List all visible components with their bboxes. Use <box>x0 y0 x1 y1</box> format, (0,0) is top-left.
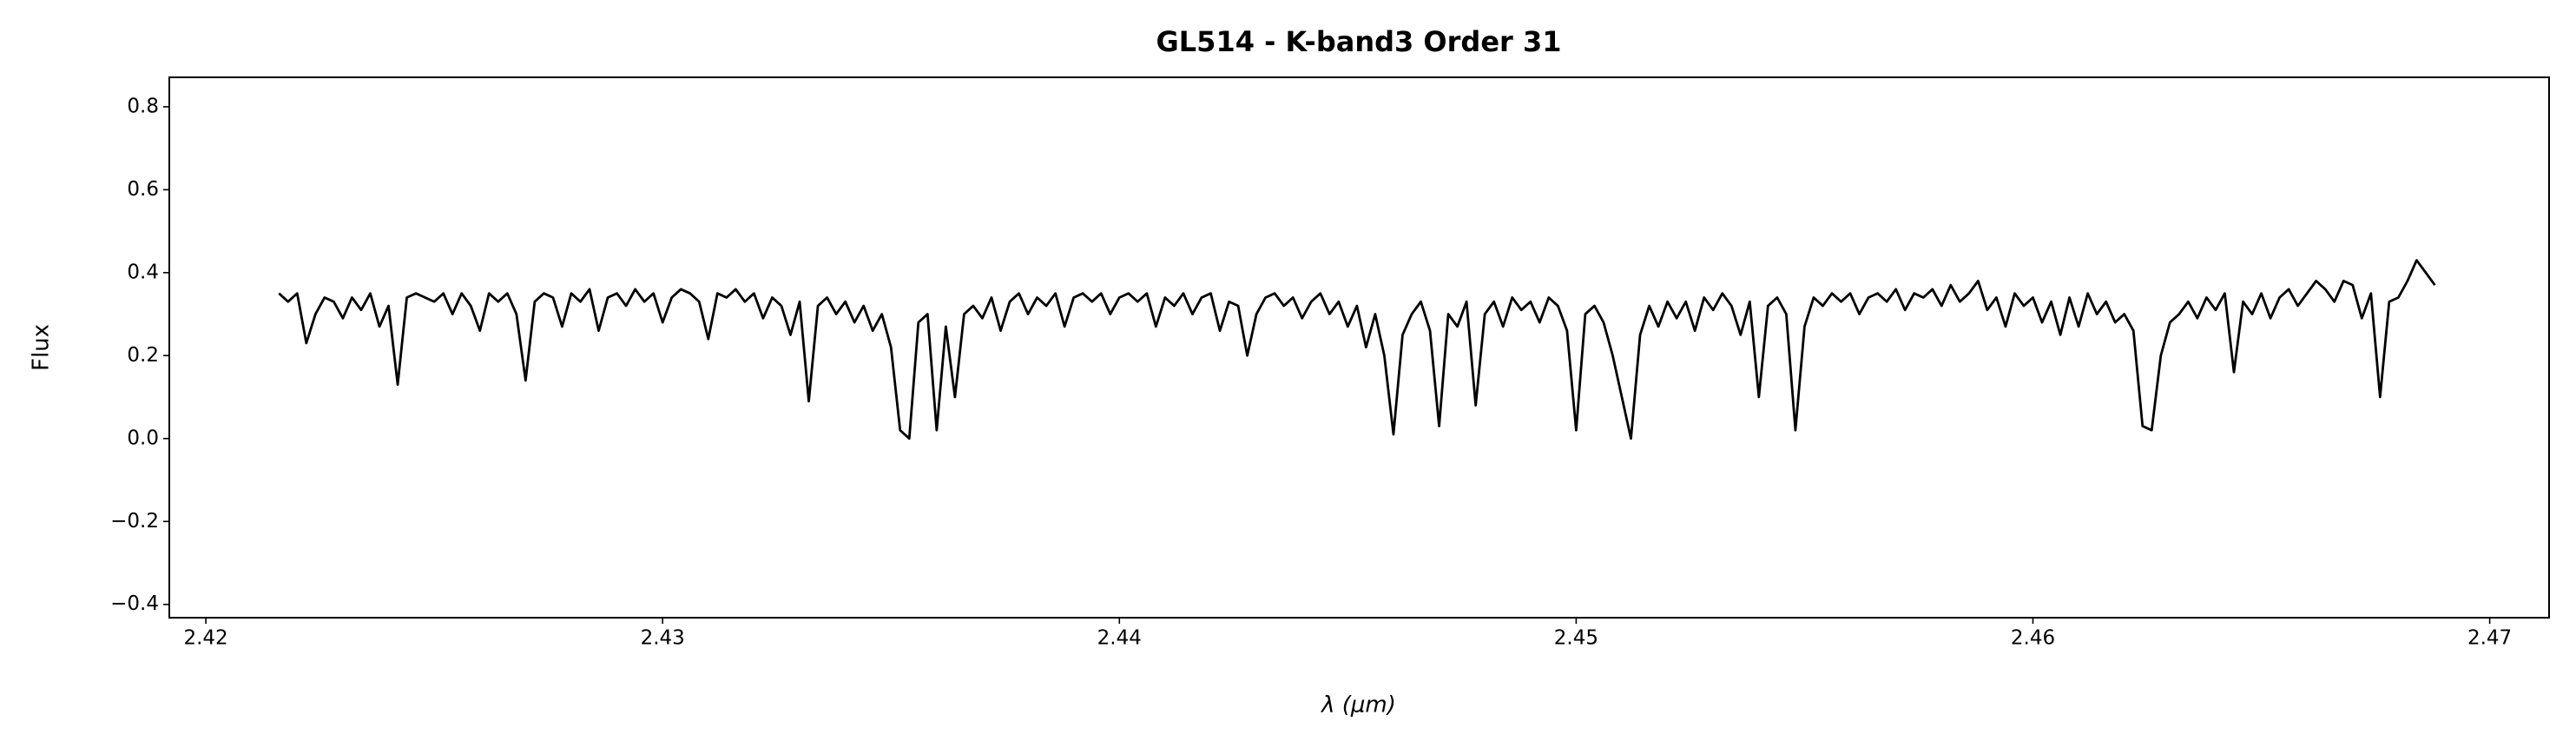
y-tick-label: 0.8 <box>127 95 159 117</box>
chart-title: GL514 - K-band3 Order 31 <box>1156 25 1562 58</box>
x-tick-label: 2.45 <box>1554 627 1598 650</box>
y-tick-label: 0.2 <box>127 344 159 367</box>
y-tick-label: 0.0 <box>127 427 159 449</box>
axes-frame <box>168 76 2550 619</box>
y-tick-label: 0.4 <box>127 261 159 283</box>
x-tick-label: 2.42 <box>183 627 227 650</box>
spectrum-line <box>278 259 2436 440</box>
y-tick-label: −0.4 <box>110 592 159 615</box>
x-axis-label: λ (μm) <box>1320 692 1396 718</box>
x-tick-label: 2.47 <box>2467 627 2512 650</box>
x-tick-label: 2.44 <box>1097 627 1142 650</box>
y-tick-label: −0.2 <box>110 510 159 533</box>
x-tick-label: 2.43 <box>641 627 685 650</box>
y-axis-label: Flux <box>29 324 55 371</box>
x-tick-label: 2.46 <box>2011 627 2055 650</box>
y-tick-label: 0.6 <box>127 178 159 201</box>
